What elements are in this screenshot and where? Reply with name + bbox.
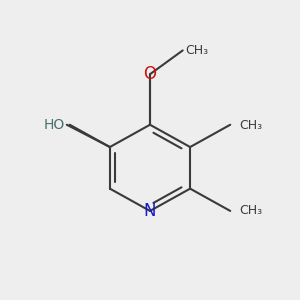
Text: CH₃: CH₃ — [239, 204, 262, 218]
Text: CH₃: CH₃ — [186, 44, 209, 57]
Text: N: N — [144, 202, 156, 220]
Text: O: O — [143, 65, 157, 83]
Text: CH₃: CH₃ — [239, 119, 262, 132]
Text: HO: HO — [44, 118, 65, 132]
